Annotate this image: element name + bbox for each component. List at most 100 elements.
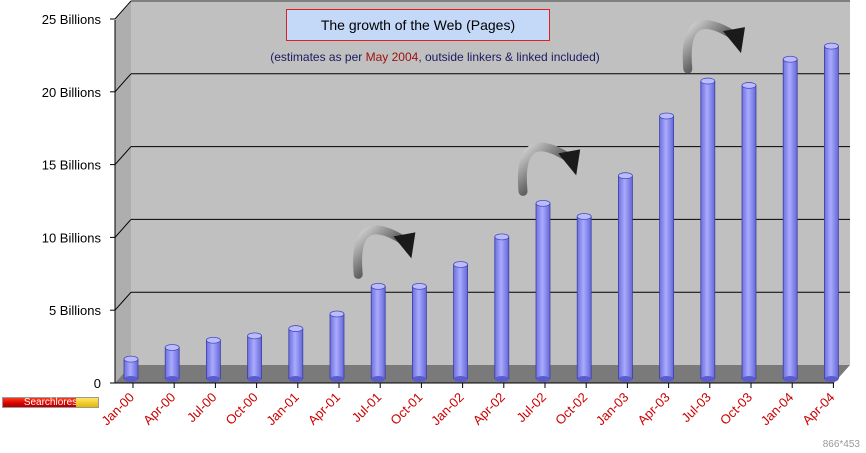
bar-base (577, 376, 592, 382)
bar-base (700, 376, 715, 382)
bar-base (165, 376, 180, 382)
bar-cap (741, 82, 757, 89)
bar-base (742, 376, 756, 382)
bar (329, 310, 345, 382)
bar (370, 282, 386, 382)
bar-base (206, 376, 221, 382)
curved-arrow-icon (517, 142, 581, 196)
bar-base (371, 376, 386, 382)
subtitle-after: , outside linkers & linked included) (418, 50, 600, 64)
arrow-shaft (353, 225, 408, 279)
chart-subtitle: (estimates as per May 2004, outside link… (200, 50, 670, 64)
bar-base (412, 376, 427, 382)
bar-base (783, 376, 798, 382)
arrow-head (393, 232, 416, 259)
y-tick-label: 25 Billions (42, 12, 102, 27)
bar-base (330, 376, 344, 382)
bar-base (124, 376, 138, 382)
bar (618, 172, 633, 382)
x-tick-label: Jan-04 (758, 390, 797, 429)
x-tick-label: Jan-02 (428, 390, 467, 429)
bar (824, 42, 839, 382)
bar-cap (205, 336, 221, 344)
curved-arrow-icon (353, 225, 416, 279)
chart-title: The growth of the Web (Pages) (286, 9, 550, 41)
bar-cap (700, 77, 716, 85)
bar-cap (370, 282, 386, 290)
bar-cap (247, 332, 263, 340)
x-tick-label: Oct-02 (552, 390, 590, 428)
x-tick-label: Jan-01 (263, 390, 302, 429)
bar (576, 213, 592, 382)
brand-label: Searchlores (23, 397, 78, 408)
bar (782, 55, 798, 382)
bar (659, 112, 674, 382)
bar-body (206, 340, 221, 379)
bar (247, 332, 263, 382)
bar-cap (618, 172, 633, 180)
y-tick-label: 10 Billions (42, 230, 102, 245)
gridline-side (114, 146, 132, 165)
dimension-label: 866*453 (822, 439, 860, 450)
bar-cap (288, 325, 304, 332)
bar-cap (164, 344, 180, 351)
bar (411, 282, 427, 382)
arrow-head (558, 149, 581, 176)
bar-body (824, 46, 839, 380)
bar-base (618, 376, 633, 382)
x-tick-label: Apr-00 (140, 390, 178, 428)
bar (164, 344, 180, 382)
chart-floor (115, 365, 850, 383)
bar-body (453, 264, 468, 379)
x-tick-label: Apr-04 (799, 390, 837, 428)
chart-title-text: The growth of the Web (Pages) (320, 17, 516, 33)
bar (123, 355, 139, 382)
x-tick-label: Jan-00 (98, 390, 137, 429)
bar-body (330, 314, 344, 379)
y-tick-label: 5 Billions (49, 303, 102, 318)
bar-cap (782, 55, 798, 63)
bar-base (247, 376, 262, 382)
bar-body (165, 347, 180, 379)
bar-cap (494, 233, 510, 241)
arrow-shaft (682, 20, 738, 74)
x-tick-label: Jul-01 (349, 390, 385, 426)
bar-body (536, 203, 550, 379)
y-tick-label: 0 (94, 376, 101, 391)
bar (288, 325, 304, 382)
y-tick-label: 15 Billions (42, 158, 102, 173)
x-tick-label: Apr-01 (305, 390, 343, 428)
bar-body (700, 81, 715, 380)
arrow-shaft (517, 142, 573, 196)
x-tick-label: Apr-03 (635, 390, 673, 428)
bar-cap (453, 261, 469, 268)
bar-cap (659, 112, 674, 120)
bar-body (618, 175, 633, 379)
bar (453, 261, 469, 382)
searchlores-badge[interactable]: Searchlores (2, 397, 99, 408)
bar-body (742, 85, 756, 379)
gridline-side (114, 0, 132, 20)
bar-body (783, 59, 798, 379)
bar-body (412, 286, 427, 379)
x-tick-label: Jul-03 (678, 390, 714, 426)
x-tick-label: Apr-02 (470, 390, 508, 428)
bar-cap (576, 213, 592, 220)
bar-base (288, 376, 303, 382)
bar-base (453, 376, 468, 382)
x-tick-label: Oct-03 (717, 390, 755, 428)
bar-body (494, 236, 509, 379)
bar-base (536, 376, 550, 382)
bar-body (124, 359, 138, 379)
bar-cap (329, 310, 345, 318)
bar (741, 82, 757, 382)
bar-base (659, 376, 674, 382)
x-tick-label: Oct-00 (223, 390, 261, 428)
subtitle-highlight: May 2004 (365, 50, 419, 64)
bar (535, 199, 551, 382)
gridline-side (114, 291, 132, 311)
subtitle-before: (estimates as per (270, 50, 366, 64)
bar-body (371, 286, 386, 379)
bar (205, 336, 221, 382)
